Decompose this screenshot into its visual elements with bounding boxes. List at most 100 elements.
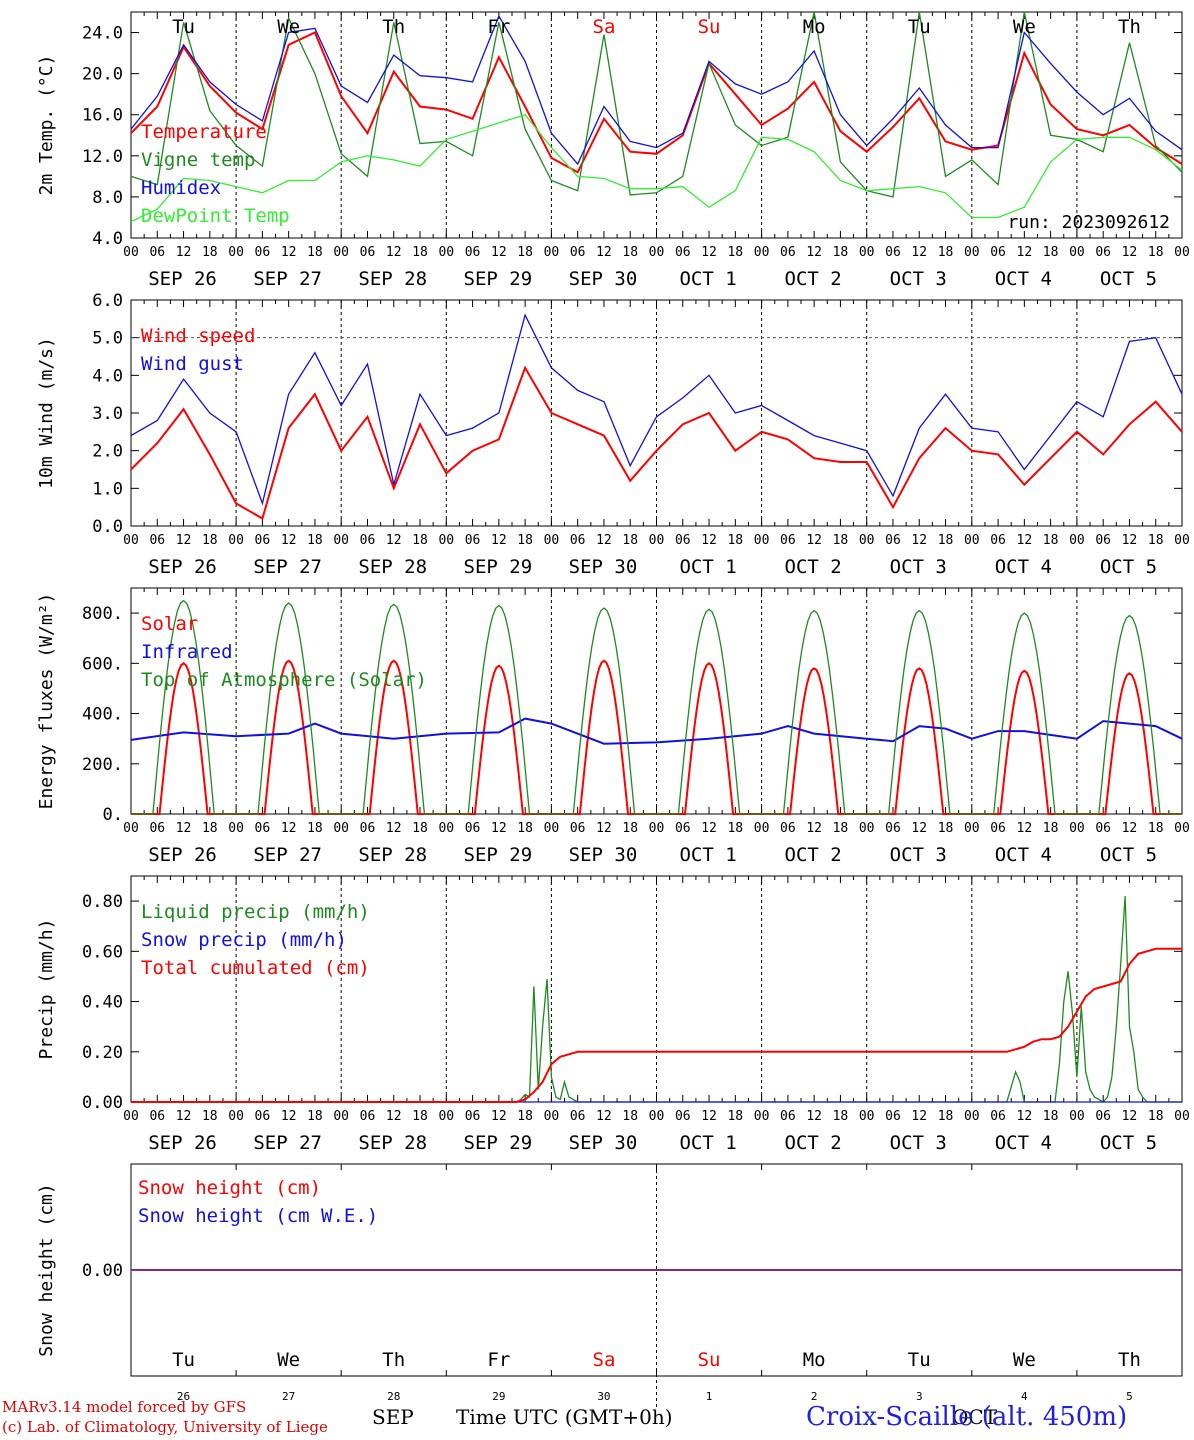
legend-entry: Infrared (141, 641, 233, 663)
legend-entry: Liquid precip (mm/h) (141, 901, 370, 923)
y-tick-label: 4.0 (92, 366, 123, 386)
hour-tick-label: 00 (438, 821, 454, 836)
hour-tick-label: 18 (1148, 533, 1164, 548)
hour-tick-label: 12 (596, 533, 612, 548)
y-tick-label: 0. (103, 805, 123, 825)
hour-tick-label: 00 (1069, 1109, 1085, 1124)
y-tick-label: 0.0 (92, 517, 123, 537)
bottom-day-number: 2 (811, 1390, 818, 1403)
hour-tick-label: 00 (228, 245, 244, 260)
day-name-label: Fr (487, 16, 510, 38)
hour-tick-label: 00 (1069, 821, 1085, 836)
hour-tick-label: 12 (176, 245, 192, 260)
hour-tick-label: 18 (938, 245, 954, 260)
date-label: OCT 3 (890, 844, 947, 866)
legend-entry: Snow height (cm) (138, 1177, 321, 1199)
hour-tick-label: 18 (938, 1109, 954, 1124)
date-label: SEP 29 (464, 1132, 533, 1154)
series-line-wind-speed (130, 365, 1183, 521)
hour-tick-label: 00 (333, 533, 349, 548)
hour-tick-label: 18 (938, 821, 954, 836)
y-tick-label: 2.0 (92, 442, 123, 462)
hour-tick-label: 12 (491, 1109, 507, 1124)
date-label: OCT 2 (785, 556, 842, 578)
bottom-day-name: Su (698, 1349, 721, 1371)
day-name-label: Th (382, 16, 405, 38)
hour-tick-label: 06 (1095, 533, 1111, 548)
hour-tick-label: 12 (176, 533, 192, 548)
bottom-day-number: 29 (492, 1390, 505, 1403)
hour-tick-label: 18 (202, 533, 218, 548)
hour-tick-label: 12 (596, 245, 612, 260)
date-label: SEP 29 (464, 556, 533, 578)
hour-tick-label: 18 (1043, 533, 1059, 548)
legend-entry: Wind speed (141, 325, 255, 347)
series-line-temperature (130, 31, 1183, 174)
y-axis-label: Precip (mm/h) (36, 919, 57, 1060)
hour-tick-label: 12 (281, 533, 297, 548)
hour-tick-label: 00 (859, 533, 875, 548)
hour-tick-label: 18 (833, 821, 849, 836)
date-label: OCT 2 (785, 844, 842, 866)
legend-entry: Snow precip (mm/h) (141, 929, 347, 951)
date-label: SEP 28 (358, 844, 427, 866)
hour-tick-label: 00 (754, 821, 770, 836)
legend-entry: Wind gust (141, 353, 244, 375)
hour-tick-label: 00 (649, 1109, 665, 1124)
hour-tick-label: 06 (675, 1109, 691, 1124)
day-name-label: We (277, 16, 300, 38)
hour-tick-label: 12 (806, 821, 822, 836)
hour-tick-label: 06 (990, 533, 1006, 548)
hour-tick-label: 18 (622, 245, 638, 260)
date-label: SEP 28 (358, 268, 427, 290)
legend-entry: Snow height (cm W.E.) (138, 1205, 378, 1227)
day-name-label: Tu (908, 16, 931, 38)
hour-tick-label: 18 (202, 1109, 218, 1124)
series-line-wind-gust (130, 313, 1183, 506)
hour-tick-label: 06 (990, 245, 1006, 260)
hour-tick-label: 06 (255, 245, 271, 260)
hour-tick-label: 00 (649, 245, 665, 260)
date-label: OCT 4 (995, 844, 1052, 866)
month-left-label: SEP (372, 1405, 414, 1429)
bottom-day-name: Fr (487, 1349, 510, 1371)
hour-tick-label: 06 (465, 1109, 481, 1124)
hour-tick-label: 12 (1122, 821, 1138, 836)
hour-tick-label: 18 (727, 245, 743, 260)
hour-tick-label: 00 (964, 821, 980, 836)
hour-tick-label: 12 (491, 821, 507, 836)
hour-tick-label: 06 (885, 1109, 901, 1124)
hour-tick-label: 06 (1095, 1109, 1111, 1124)
hour-tick-label: 18 (202, 245, 218, 260)
hour-tick-label: 00 (228, 821, 244, 836)
y-tick-label: 16.0 (82, 106, 123, 126)
y-tick-label: 0.00 (82, 1261, 123, 1281)
hour-tick-label: 06 (360, 245, 376, 260)
day-name-label: Th (1118, 16, 1141, 38)
hour-tick-label: 06 (149, 821, 165, 836)
date-label: SEP 26 (148, 556, 217, 578)
credit-lab: (c) Lab. of Climatology, University of L… (2, 1418, 328, 1436)
y-tick-label: 0.40 (82, 993, 123, 1013)
date-label: OCT 1 (679, 844, 736, 866)
hour-tick-label: 00 (964, 533, 980, 548)
hour-tick-label: 18 (517, 533, 533, 548)
bottom-day-number: 5 (1126, 1390, 1133, 1403)
month-right-label: OCT (952, 1405, 998, 1429)
hour-tick-label: 00 (544, 1109, 560, 1124)
hour-tick-label: 12 (806, 533, 822, 548)
hour-tick-label: 00 (1174, 533, 1190, 548)
hour-tick-label: 12 (491, 533, 507, 548)
y-tick-label: 20.0 (82, 65, 123, 85)
run-label: run: 2023092612 (1007, 212, 1170, 233)
hour-tick-label: 06 (149, 1109, 165, 1124)
hour-tick-label: 00 (438, 1109, 454, 1124)
hour-tick-label: 18 (833, 533, 849, 548)
date-label: SEP 27 (253, 1132, 322, 1154)
hour-tick-label: 00 (1174, 821, 1190, 836)
hour-tick-label: 18 (1148, 1109, 1164, 1124)
date-label: OCT 5 (1100, 556, 1157, 578)
hour-tick-label: 00 (438, 245, 454, 260)
hour-tick-label: 00 (754, 1109, 770, 1124)
hour-tick-label: 00 (228, 1109, 244, 1124)
